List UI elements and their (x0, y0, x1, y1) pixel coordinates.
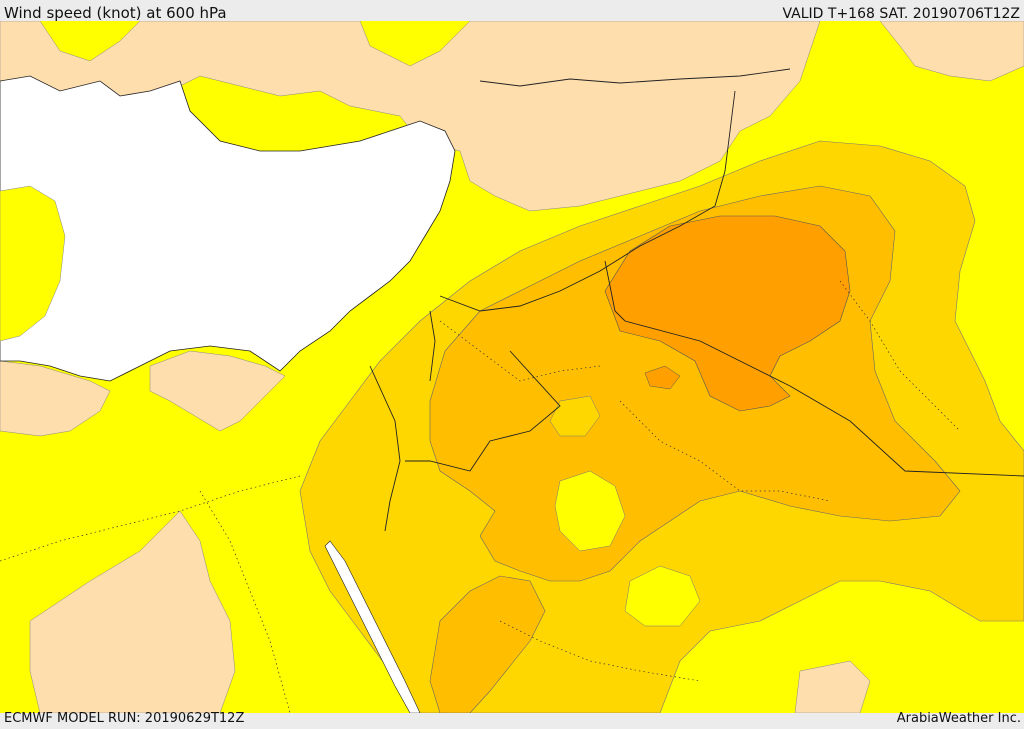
yellow-pocket-center (554, 470, 626, 552)
light-wind-region-south (794, 660, 871, 713)
country-borders (369, 68, 1024, 532)
credit: ArabiaWeather Inc. (896, 711, 1021, 726)
light-wind-region-northeast (879, 21, 1024, 82)
yellow-pocket-south (624, 565, 701, 627)
light-wind-region-west (0, 360, 111, 437)
sea-yellow-patch (0, 185, 66, 342)
wind-core-orange (604, 215, 851, 412)
light-wind-region-southwest (29, 510, 236, 713)
map-svg (0, 21, 1024, 713)
valid-time: VALID T+168 SAT. 20190706T12Z (782, 6, 1020, 22)
wind-core-small (644, 365, 681, 390)
wind-band-amber-south (429, 575, 546, 713)
red-sea (324, 540, 421, 713)
light-wind-region-delta (149, 350, 286, 432)
mediterranean-sea (0, 75, 456, 382)
wind-speed-map (0, 21, 1024, 713)
yellow-pocket-mid (549, 395, 601, 437)
admin-boundaries (0, 280, 961, 713)
model-run: ECMWF MODEL RUN: 20190629T12Z (4, 711, 245, 726)
map-title: Wind speed (knot) at 600 hPa (4, 4, 227, 22)
